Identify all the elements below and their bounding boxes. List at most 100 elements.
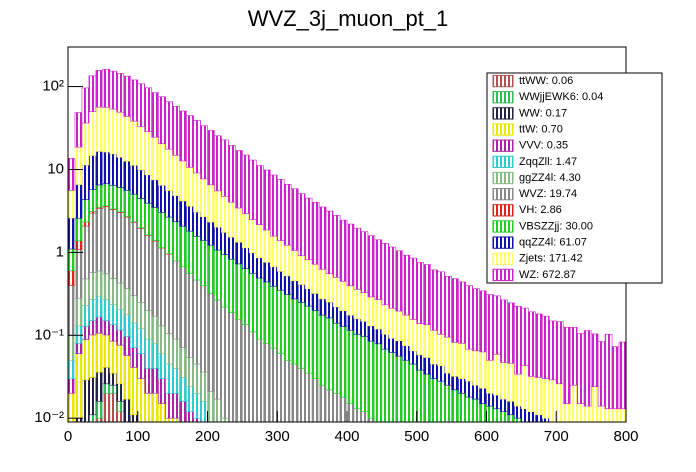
y-tick-label: 10² — [42, 78, 64, 95]
histogram-bar — [102, 383, 111, 394]
histogram-bar — [388, 307, 397, 339]
histogram-bar — [109, 372, 118, 386]
histogram-bar — [151, 367, 159, 394]
histogram-bar — [339, 326, 348, 398]
histogram-bar — [346, 285, 355, 316]
histogram-bar — [68, 158, 76, 191]
histogram-bar — [416, 354, 425, 371]
histogram-bar — [123, 216, 132, 289]
histogram-bar — [200, 178, 208, 217]
histogram-bar — [276, 289, 285, 354]
histogram-bar — [297, 193, 306, 257]
histogram-bar — [360, 336, 369, 412]
histogram-bar — [68, 217, 76, 250]
histogram-bar — [339, 310, 348, 327]
histogram-bar — [507, 302, 515, 364]
histogram-bar — [290, 250, 299, 282]
histogram-bar — [353, 227, 362, 290]
histogram-bar — [102, 69, 111, 108]
histogram-bar — [179, 347, 187, 378]
histogram-bar — [318, 269, 327, 300]
histogram-bar — [214, 249, 222, 301]
histogram-bar — [486, 294, 494, 361]
histogram-bar — [276, 179, 285, 241]
histogram-bar — [158, 353, 166, 379]
histogram-bar — [430, 269, 438, 331]
histogram-bar — [137, 328, 146, 354]
histogram-bar — [179, 377, 187, 402]
histogram-bar — [541, 378, 550, 419]
histogram-bar — [144, 174, 153, 204]
legend-label: ZqqZll: 1.47 — [519, 156, 577, 168]
histogram-bar — [68, 190, 76, 219]
histogram-bar — [207, 130, 215, 186]
histogram-bar — [409, 319, 418, 352]
histogram-bar — [395, 310, 404, 342]
histogram-bar — [109, 209, 118, 279]
legend-swatch — [492, 74, 514, 88]
histogram-bar — [158, 96, 166, 145]
histogram-bar — [262, 343, 271, 422]
histogram-bar — [116, 73, 125, 113]
histogram-bar — [172, 260, 180, 340]
histogram-bar — [283, 359, 292, 422]
histogram-bar — [221, 306, 229, 419]
histogram-bar — [381, 304, 390, 335]
histogram-bar — [528, 311, 536, 377]
chart-title: WVZ_3j_muon_pt_1 — [248, 6, 449, 31]
histogram-bar — [95, 332, 104, 373]
histogram-bar — [130, 322, 139, 348]
histogram-bar — [297, 284, 306, 303]
histogram-bar — [423, 373, 432, 422]
histogram-bar — [548, 379, 557, 422]
histogram-bar — [451, 389, 459, 422]
histogram-bar — [109, 278, 118, 305]
histogram-bar — [102, 206, 111, 275]
histogram-bar — [109, 384, 118, 394]
histogram-bar — [109, 184, 118, 210]
histogram-bar — [228, 312, 236, 422]
histogram-bar — [569, 384, 578, 422]
histogram-bar — [437, 365, 445, 382]
histogram-bar — [88, 320, 97, 336]
histogram-bar — [507, 362, 515, 402]
histogram-bar — [611, 346, 620, 410]
histogram-bar — [95, 106, 104, 152]
histogram-bar — [179, 200, 187, 227]
histogram-bar — [430, 363, 438, 379]
histogram-bar — [130, 222, 139, 296]
histogram-bar — [102, 183, 111, 207]
histogram-bar — [514, 373, 522, 407]
histogram-bar — [367, 325, 376, 342]
legend-swatch — [492, 107, 514, 120]
histogram-bar — [81, 305, 90, 327]
histogram-bar — [262, 169, 271, 231]
histogram-bar — [360, 292, 369, 322]
histogram-bar — [290, 280, 299, 300]
histogram-bar — [158, 212, 166, 248]
x-tick-label: 800 — [613, 428, 638, 445]
histogram-bar — [500, 362, 508, 400]
histogram-bar — [137, 83, 146, 127]
histogram-bar — [214, 299, 222, 400]
histogram-bar — [346, 314, 355, 331]
histogram-bar — [186, 273, 194, 358]
histogram-bar — [395, 355, 404, 422]
histogram-bar — [276, 271, 285, 291]
histogram-bar — [116, 344, 125, 385]
histogram-bar — [500, 299, 508, 363]
histogram-bar — [214, 135, 222, 192]
legend-label: ggZZ4l: 4.30 — [519, 172, 581, 184]
histogram-bar — [409, 350, 418, 365]
histogram-bar — [507, 400, 515, 416]
histogram-bar — [109, 70, 118, 110]
histogram-bar — [144, 367, 153, 394]
histogram-bar — [137, 228, 146, 303]
histogram-bar — [74, 240, 83, 250]
histogram-bar — [472, 384, 480, 400]
histogram-bar — [374, 328, 383, 345]
histogram-bar — [193, 363, 201, 394]
histogram-bar — [346, 223, 355, 287]
histogram-bar — [193, 235, 201, 281]
histogram-bar — [325, 273, 334, 303]
